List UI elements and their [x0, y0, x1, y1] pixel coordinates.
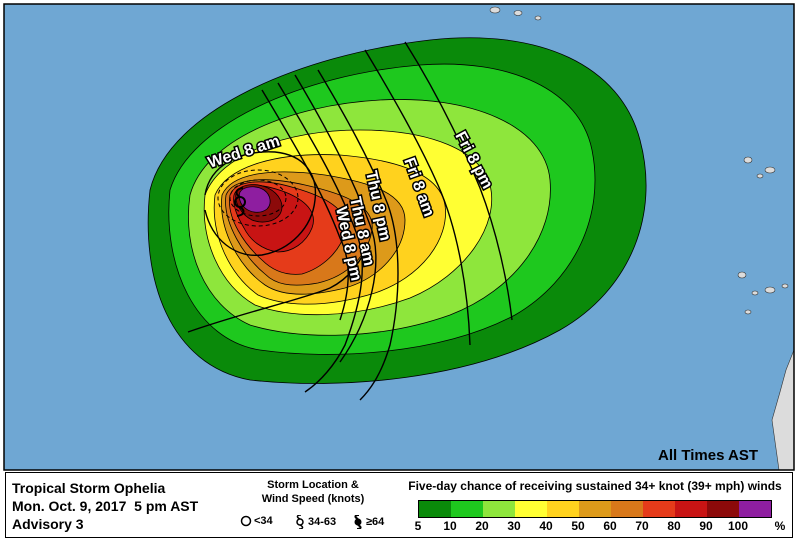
storm-key-weak: <34	[240, 515, 273, 527]
tropical-storm-icon	[296, 515, 304, 529]
storm-name: Tropical Storm Ophelia	[12, 480, 166, 496]
open-circle-icon	[240, 515, 252, 527]
probability-bands	[147, 37, 647, 384]
hurricane-icon	[354, 515, 362, 529]
scale-tick: 100	[727, 519, 749, 533]
tropical-storm-icon	[234, 187, 246, 217]
scale-swatch	[739, 501, 771, 517]
scale-tick: 40	[539, 519, 553, 533]
scale-swatch	[419, 501, 451, 517]
legend-panel: Tropical Storm Ophelia Mon. Oct. 9, 2017…	[5, 472, 793, 538]
storm-radii	[217, 169, 299, 227]
storm-key-tropical: 34-63	[294, 515, 336, 529]
advisory-info: Tropical Storm Ophelia Mon. Oct. 9, 2017…	[12, 479, 198, 533]
storm-key-title: Storm Location & Wind Speed (knots)	[238, 478, 388, 506]
advisory-number: Advisory 3	[12, 516, 84, 532]
forecast-time-lines	[187, 41, 513, 401]
islands	[489, 6, 794, 470]
storm-key-label: 34-63	[308, 516, 337, 528]
scale-tick: 20	[475, 519, 489, 533]
band-100	[238, 186, 271, 213]
scale-tick: 5	[414, 519, 422, 533]
storm-key-label: <34	[254, 515, 273, 527]
probability-map: Wed 8 am Wed 8 pm Thu 8 am Thu 8 pm Fri …	[3, 3, 795, 471]
scale-tick: 10	[443, 519, 457, 533]
probability-color-scale	[418, 500, 772, 518]
storm-key-title-line-1: Storm Location &	[267, 479, 359, 491]
time-note: All Times AST	[658, 447, 758, 464]
storm-key-title-line-2: Wind Speed (knots)	[261, 493, 365, 505]
scale-swatch	[451, 501, 483, 517]
storm-key-list: <34 34-63 ≥64	[240, 515, 400, 533]
scale-tick: %	[774, 519, 786, 533]
scale-tick: 30	[507, 519, 521, 533]
scale-tick: 90	[699, 519, 713, 533]
probability-title: Five-day chance of receiving sustained 3…	[408, 479, 782, 493]
scale-swatch	[611, 501, 643, 517]
storm-key-label: ≥64	[366, 516, 385, 528]
issued-time: Mon. Oct. 9, 2017 5 pm AST	[12, 498, 199, 514]
scale-swatch	[579, 501, 611, 517]
scale-swatch	[515, 501, 547, 517]
scale-swatch	[675, 501, 707, 517]
probability-scale-ticks: 5 10 20 30 40 50 60 70 80 90 100%	[404, 519, 794, 535]
map-canvas: Wed 8 am Wed 8 pm Thu 8 am Thu 8 pm Fri …	[3, 3, 795, 471]
scale-swatch	[483, 501, 515, 517]
scale-tick: 80	[667, 519, 681, 533]
storm-key-hurricane: ≥64	[352, 515, 384, 529]
scale-swatch	[643, 501, 675, 517]
scale-tick: 50	[571, 519, 585, 533]
scale-tick: 60	[603, 519, 617, 533]
scale-tick: 70	[635, 519, 649, 533]
scale-swatch	[707, 501, 739, 517]
scale-swatch	[547, 501, 579, 517]
